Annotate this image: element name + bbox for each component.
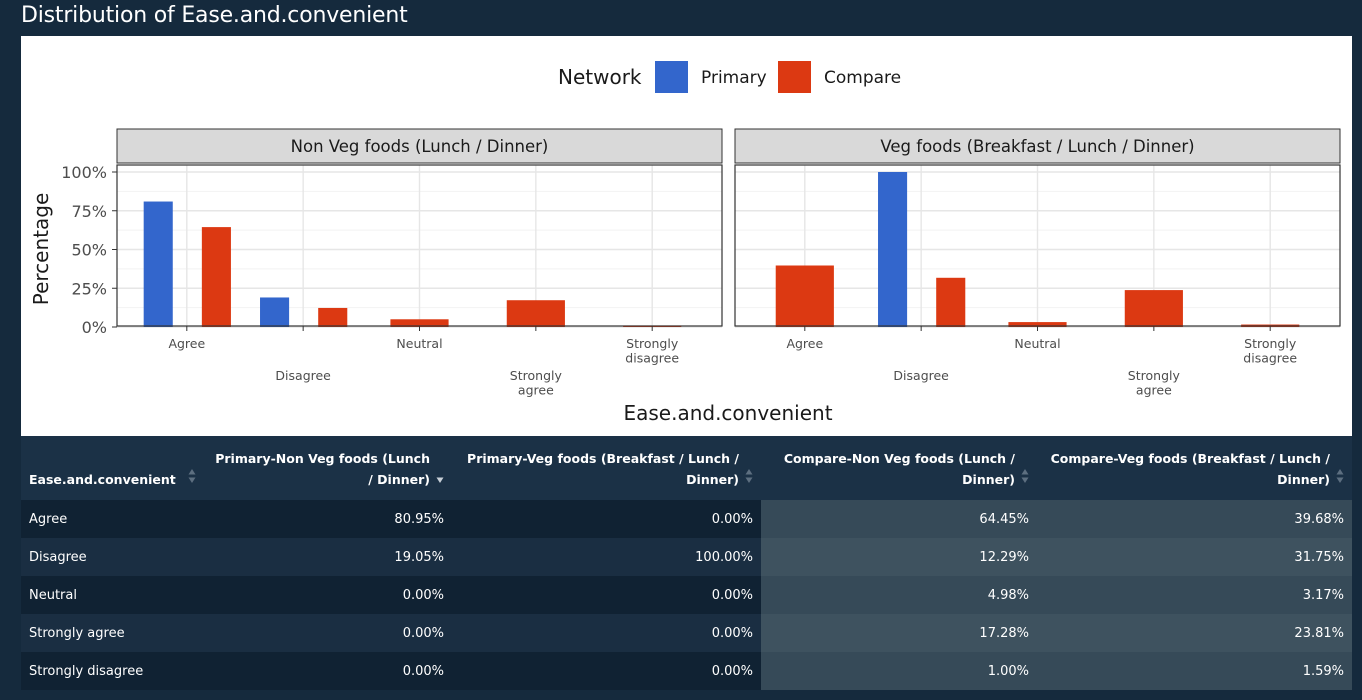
column-header-compare-veg[interactable]: Compare-Veg foods (Breakfast / Lunch / D…	[1037, 436, 1352, 500]
x-tick-label: Neutral	[1014, 336, 1060, 351]
faceted-bar-chart: Network Primary Compare Percentage Ease.and.…	[29, 61, 1341, 425]
x-tick-label: Neutral	[396, 336, 442, 351]
bar-primary	[260, 297, 290, 327]
facet-strip	[734, 128, 1341, 164]
column-header-label: Compare-Veg foods (Breakfast / Lunch / D…	[1050, 451, 1330, 487]
y-tick-label: 75%	[71, 202, 107, 221]
legend-label-compare: Compare	[824, 68, 901, 88]
table-cell: Strongly disagree	[21, 652, 204, 690]
table-row[interactable]: Strongly agree 0.00% 0.00% 17.28% 23.81%	[21, 614, 1352, 652]
table-cell: Strongly agree	[21, 614, 204, 652]
bar-compare	[936, 277, 966, 327]
table-cell: 0.00%	[452, 500, 761, 538]
table-cell: 64.45%	[761, 500, 1037, 538]
bar-compare	[318, 307, 348, 327]
table-cell: 0.00%	[452, 576, 761, 614]
bar-primary	[878, 172, 908, 327]
bar-compare	[775, 265, 834, 327]
x-tick-label: Agree	[168, 336, 205, 351]
x-tick-label: Strongly disagree	[625, 336, 679, 366]
column-header-label: Compare-Non Veg foods (Lunch / Dinner)	[783, 451, 1015, 487]
table-cell: 1.59%	[1037, 652, 1352, 690]
bar-compare	[506, 300, 565, 327]
column-header-primary-nonveg[interactable]: Primary-Non Veg foods (Lunch / Dinner)	[204, 436, 452, 500]
bar-compare	[1008, 322, 1067, 327]
column-header-label: Ease.and.convenient	[29, 472, 176, 487]
table-cell: 17.28%	[761, 614, 1037, 652]
x-tick-label: Strongly agree	[1128, 368, 1181, 398]
legend-key-compare	[778, 61, 811, 93]
legend-label-primary: Primary	[701, 68, 767, 88]
x-tick-label: Strongly agree	[510, 368, 563, 398]
bar-compare	[390, 319, 449, 327]
y-tick-label: 25%	[71, 279, 107, 298]
table-cell: 0.00%	[204, 614, 452, 652]
y-tick-label: 50%	[71, 241, 107, 260]
table-cell: 19.05%	[204, 538, 452, 576]
table-cell: 80.95%	[204, 500, 452, 538]
facet-strip	[116, 128, 723, 164]
y-tick-label: 0%	[82, 318, 107, 337]
x-tick-label: Disagree	[893, 368, 949, 383]
bar-compare	[1124, 290, 1183, 327]
table-cell: 1.00%	[761, 652, 1037, 690]
table-header-row: Ease.and.convenient Primary-Non Veg food…	[21, 436, 1352, 500]
x-axis-title: Ease.and.convenient	[623, 401, 832, 425]
column-header-label: Primary-Veg foods (Breakfast / Lunch / D…	[467, 451, 739, 487]
table-cell: Disagree	[21, 538, 204, 576]
table-cell: 39.68%	[1037, 500, 1352, 538]
x-tick-label: Disagree	[275, 368, 331, 383]
table-cell: 3.17%	[1037, 576, 1352, 614]
page-scrollbar[interactable]	[1352, 36, 1362, 700]
facet-title: Veg foods (Breakfast / Lunch / Dinner)	[880, 137, 1194, 156]
table-cell: 31.75%	[1037, 538, 1352, 576]
table-cell: 23.81%	[1037, 614, 1352, 652]
table-cell: 4.98%	[761, 576, 1037, 614]
data-table: Ease.and.convenient Primary-Non Veg food…	[21, 436, 1352, 692]
page-title: Distribution of Ease.and.convenient	[21, 3, 408, 28]
sort-both-icon[interactable]	[1336, 468, 1344, 484]
bar-compare	[201, 227, 231, 327]
table-cell: 100.00%	[452, 538, 761, 576]
bar-primary	[143, 201, 173, 327]
table-row[interactable]: Disagree 19.05% 100.00% 12.29% 31.75%	[21, 538, 1352, 576]
column-header-ease[interactable]: Ease.and.convenient	[21, 436, 204, 500]
legend-key-primary	[655, 61, 688, 93]
chart-panel: Network Primary Compare Percentage Ease.and.…	[21, 36, 1352, 436]
x-tick-label: Strongly disagree	[1243, 336, 1297, 366]
column-header-label: Primary-Non Veg foods (Lunch / Dinner)	[215, 451, 430, 487]
table-cell: Agree	[21, 500, 204, 538]
table-row[interactable]: Strongly disagree 0.00% 0.00% 1.00% 1.59…	[21, 652, 1352, 690]
table-cell: 0.00%	[204, 576, 452, 614]
column-header-compare-nonveg[interactable]: Compare-Non Veg foods (Lunch / Dinner)	[761, 436, 1037, 500]
column-header-primary-veg[interactable]: Primary-Veg foods (Breakfast / Lunch / D…	[452, 436, 761, 500]
facet-title: Non Veg foods (Lunch / Dinner)	[291, 137, 549, 156]
table-cell: 0.00%	[204, 652, 452, 690]
legend-title: Network	[558, 65, 642, 89]
table-row[interactable]: Neutral 0.00% 0.00% 4.98% 3.17%	[21, 576, 1352, 614]
x-tick-label: Agree	[786, 336, 823, 351]
table-cell: Neutral	[21, 576, 204, 614]
sort-both-icon[interactable]	[188, 468, 196, 484]
table-cell: 12.29%	[761, 538, 1037, 576]
table-cell: 0.00%	[452, 614, 761, 652]
sort-both-icon[interactable]	[1021, 468, 1029, 484]
sort-both-icon[interactable]	[745, 468, 753, 484]
table-row[interactable]: Agree 80.95% 0.00% 64.45% 39.68%	[21, 500, 1352, 538]
table-cell: 0.00%	[452, 652, 761, 690]
y-tick-label: 100%	[61, 163, 107, 182]
y-axis-title: Percentage	[29, 193, 53, 306]
sort-descending-icon[interactable]	[436, 468, 444, 484]
